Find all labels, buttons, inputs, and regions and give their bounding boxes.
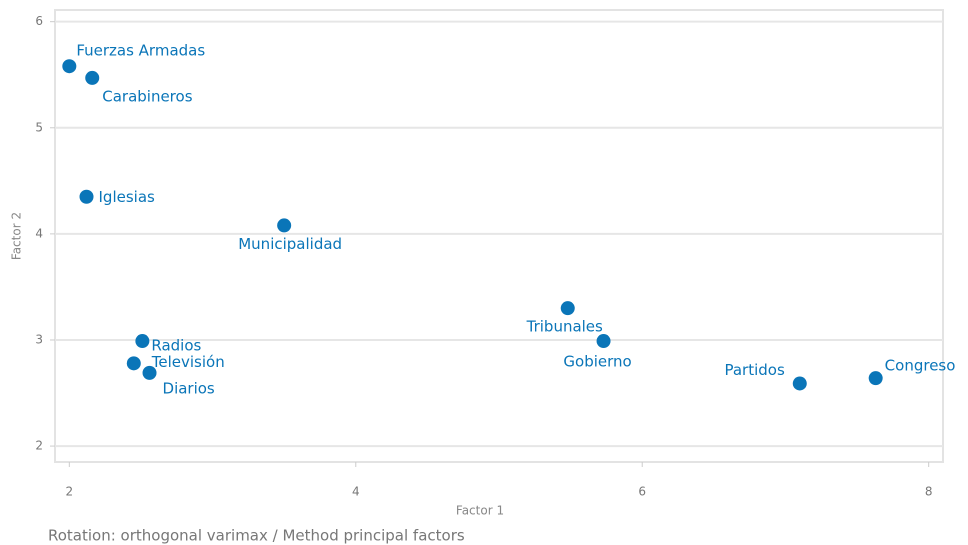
point-label: Partidos xyxy=(724,361,784,379)
point xyxy=(135,334,150,349)
point-label: Congreso xyxy=(885,357,956,375)
x-tick-label: 2 xyxy=(66,485,74,499)
point-label: Diarios xyxy=(163,379,215,397)
point-label: Iglesias xyxy=(99,188,156,206)
point-label: Carabineros xyxy=(102,87,192,105)
point-label: Radios xyxy=(151,337,201,355)
point-label: Televisión xyxy=(151,353,225,371)
point xyxy=(142,365,157,380)
y-tick-label: 5 xyxy=(35,120,43,134)
point-label: Fuerzas Armadas xyxy=(76,42,205,60)
point xyxy=(79,189,94,204)
point-label: Municipalidad xyxy=(238,235,342,253)
y-tick-label: 4 xyxy=(35,226,43,240)
y-tick-label: 6 xyxy=(35,14,43,28)
point xyxy=(126,356,141,371)
x-tick-label: 8 xyxy=(925,485,933,499)
point xyxy=(596,334,611,349)
point xyxy=(560,301,575,316)
y-tick-label: 3 xyxy=(35,332,43,346)
point xyxy=(277,218,292,233)
x-tick-label: 4 xyxy=(352,485,360,499)
y-axis-label: Factor 2 xyxy=(10,212,24,260)
point-label: Tribunales xyxy=(526,318,603,336)
point xyxy=(792,376,807,391)
x-tick-label: 6 xyxy=(638,485,646,499)
x-axis-label: Factor 1 xyxy=(456,504,504,518)
note: Rotation: orthogonal varimax / Method pr… xyxy=(48,527,465,545)
point xyxy=(62,59,77,74)
y-tick-label: 2 xyxy=(35,439,43,453)
plot-frame xyxy=(54,9,944,463)
point-label: Gobierno xyxy=(563,353,631,371)
point xyxy=(85,70,100,85)
point xyxy=(868,371,883,386)
